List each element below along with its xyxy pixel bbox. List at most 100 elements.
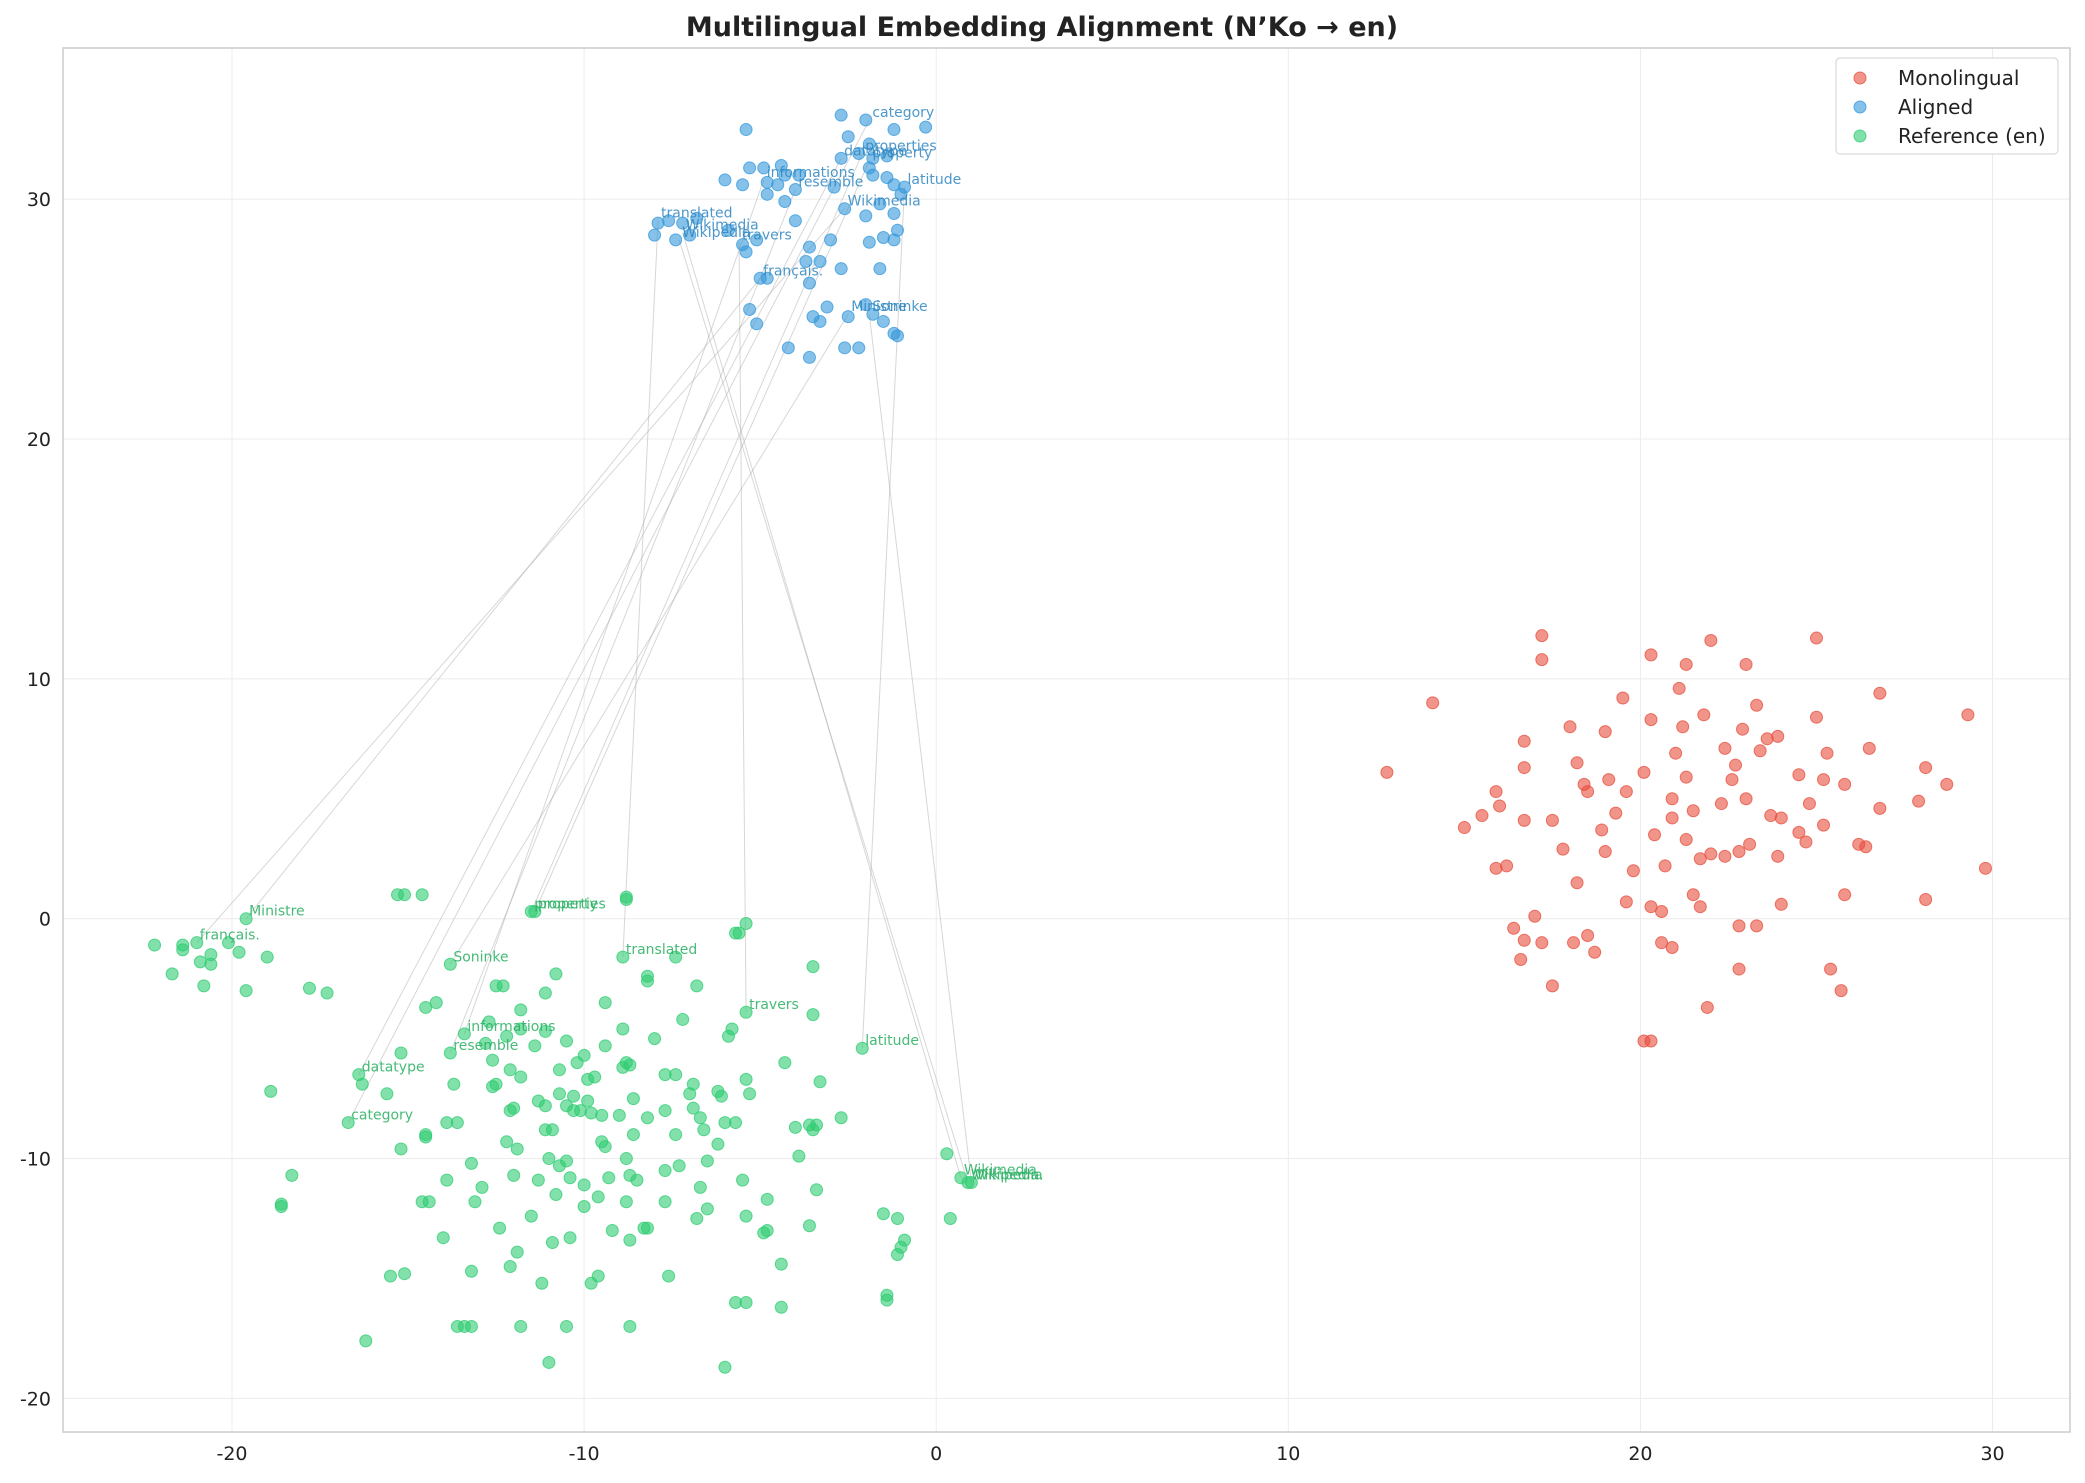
reference-en-point [774,1300,788,1314]
reference-en-point [570,1056,584,1070]
monolingual-point [1563,720,1577,734]
point-annotation: travers [742,227,792,243]
monolingual-point [1517,734,1531,748]
point-annotation: français. [200,928,260,944]
reference-en-point [806,1123,820,1137]
reference-en-point [165,967,179,981]
monolingual-point [1852,837,1866,851]
reference-en-point [482,1015,496,1029]
monolingual-point [1862,741,1876,755]
reference-en-point [640,1111,654,1125]
reference-en-point [464,1319,478,1333]
reference-en-point [619,893,633,907]
reference-en-point [736,1173,750,1187]
reference-en-point [834,1111,848,1125]
aligned-point [757,161,771,175]
aligned-point [771,178,785,192]
x-tick-label: 30 [1980,1443,2004,1465]
reference-en-point [549,967,563,981]
point-annotation: property [538,897,598,913]
monolingual-point [1644,648,1658,662]
aligned-point [662,214,676,228]
monolingual-point [1732,962,1746,976]
reference-en-point [193,955,207,969]
point-annotations: categorydatatypepropertiespropertyinform… [200,105,1044,1184]
reference-en-point [503,1259,517,1273]
reference-en-point [514,1003,528,1017]
reference-en-point [486,1080,500,1094]
chart-title: Multilingual Embedding Alignment (N’Ko →… [686,12,1398,43]
reference-en-point [732,926,746,940]
aligned-point [802,350,816,364]
point-annotation: Wikipedia [682,225,750,241]
alignment-link [245,277,761,920]
point-annotation: Wikipedia. [971,1168,1044,1184]
monolingual-point [1567,936,1581,950]
reference-en-point [598,1039,612,1053]
monolingual-point [1718,741,1732,755]
reference-en-point [524,1209,538,1223]
reference-en-point [714,1089,728,1103]
monolingual-point [1545,979,1559,993]
reference-en-point [757,1226,771,1240]
monolingual-point [1665,811,1679,825]
reference-en-point [581,1094,595,1108]
point-annotation: latitude [908,172,962,188]
reference-en-point [468,1195,482,1209]
monolingual-point [1517,813,1531,827]
reference-en-point [560,1034,574,1048]
reference-en-point [415,888,429,902]
monolingual-point [1665,792,1679,806]
monolingual-point [1655,936,1669,950]
monolingual-point [1809,631,1823,645]
aligned-point [676,216,690,230]
monolingual-point [1743,837,1757,851]
monolingual-point [1500,859,1514,873]
reference-en-point [788,1120,802,1134]
aligned-point [834,151,848,165]
monolingual-point [1774,811,1788,825]
monolingual-point [1665,940,1679,954]
aligned-point [736,178,750,192]
reference-en-point [792,1149,806,1163]
y-tick-label: 0 [39,909,51,931]
y-tick-label: 30 [27,189,51,211]
reference-en-point [545,1236,559,1250]
point-annotation: datatype [844,143,907,159]
reference-en-point [274,1200,288,1214]
legend-label: Aligned [1898,95,1973,119]
reference-en-point [686,1101,700,1115]
legend-box [1835,57,2059,155]
monolingual-point [1753,744,1767,758]
monolingual-point [1834,984,1848,998]
reference-en-point [440,1173,454,1187]
reference-en-point [676,1012,690,1026]
monolingual-point [1489,861,1503,875]
reference-en-point [760,1192,774,1206]
monolingual-point [1380,765,1394,779]
point-annotation: informations [767,165,855,181]
monolingual-point [1714,797,1728,811]
reference-en-point [810,1183,824,1197]
reference-en-point [718,1360,732,1374]
reference-en-point [567,1089,581,1103]
alignment-link [678,239,969,1183]
reference-en-point [464,1264,478,1278]
x-tick-label: 20 [1628,1443,1652,1465]
monolingual-point [1838,888,1852,902]
reference-en-point [422,1195,436,1209]
point-annotation: Wikimedia [848,194,921,210]
reference-en-point [419,1130,433,1144]
plot-frame [62,47,2071,1433]
reference-en-point [545,1123,559,1137]
aligned-point [743,161,757,175]
monolingual-point [1570,756,1584,770]
reference-en-point [700,1154,714,1168]
aligned-point [813,314,827,328]
reference-en-point [598,996,612,1010]
monolingual-point [1426,696,1440,710]
aligned-point [873,262,887,276]
alignment-link [622,220,659,958]
reference-en-point [500,1135,514,1149]
reference-en-point [552,1063,566,1077]
